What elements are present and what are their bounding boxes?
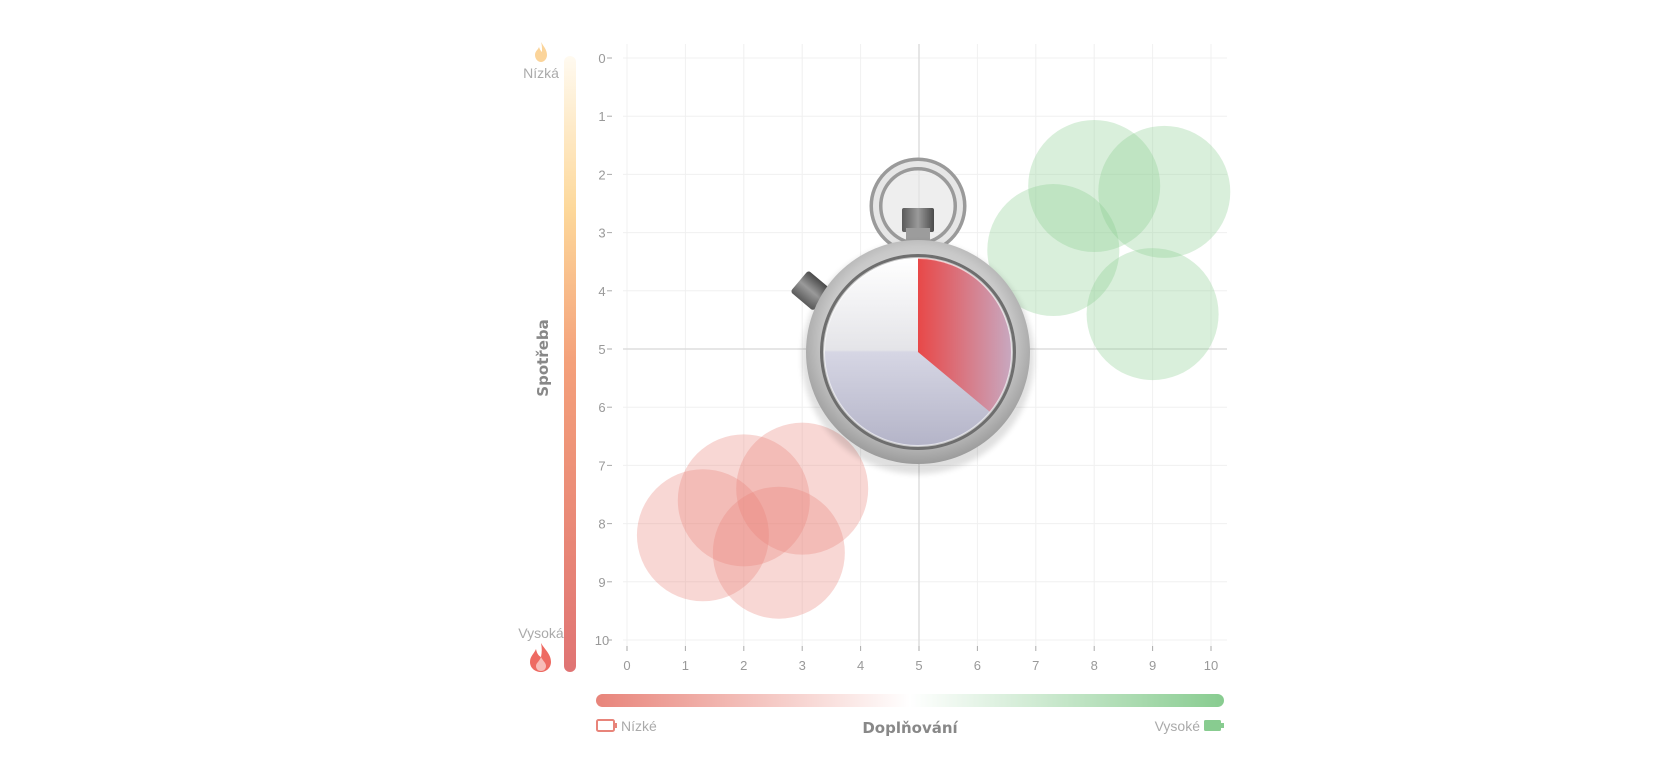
data-point (1028, 120, 1161, 253)
x-tick-label: 5 (915, 658, 922, 673)
data-point (677, 434, 810, 567)
y-axis-title: Spotřeba (534, 319, 552, 396)
y-tick-label: 0 (598, 51, 605, 66)
y-tick-label: 8 (598, 517, 605, 532)
data-point (736, 422, 869, 555)
x-gradient-bar (596, 694, 1224, 707)
data-point (636, 469, 769, 602)
data-point (1098, 125, 1231, 258)
x-axis-title: Doplňování (862, 719, 958, 737)
x-tick-label: 2 (740, 658, 747, 673)
x-tick-label: 4 (857, 658, 864, 673)
battery-full-icon (1204, 720, 1224, 731)
data-point (987, 184, 1120, 317)
y-tick-label: 1 (598, 109, 605, 124)
data-point (1086, 248, 1219, 381)
x-low-label: Nízké (621, 718, 657, 734)
battery-empty-icon (596, 719, 617, 732)
x-tick-label: 10 (1204, 658, 1218, 673)
data-point (712, 486, 845, 619)
x-tick-label: 0 (623, 658, 630, 673)
stopwatch-icon (791, 157, 1034, 474)
y-tick-label: 4 (598, 284, 605, 299)
x-tick-label: 6 (974, 658, 981, 673)
y-tick-label: 5 (598, 342, 605, 357)
y-tick-label: 2 (598, 167, 605, 182)
y-gradient-bar (564, 56, 576, 672)
y-tick-label: 6 (598, 400, 605, 415)
x-tick-label: 8 (1091, 658, 1098, 673)
x-tick-label: 1 (682, 658, 689, 673)
x-tick-label: 3 (799, 658, 806, 673)
data-points (636, 120, 1231, 619)
x-high-label: Vysoké (1155, 718, 1201, 734)
y-low-label: Nízká (523, 65, 559, 81)
y-tick-label: 9 (598, 575, 605, 590)
y-tick-label: 10 (595, 633, 609, 648)
y-axis-ticks: 0 1 2 3 4 5 6 7 8 9 10 (595, 51, 612, 648)
flame-red-icon (530, 643, 551, 672)
y-high-label: Vysoká (518, 625, 564, 641)
x-tick-label: 9 (1149, 658, 1156, 673)
y-tick-label: 7 (598, 458, 605, 473)
x-axis-ticks: 0 1 2 3 4 5 6 7 8 9 10 (623, 646, 1218, 673)
x-tick-label: 7 (1032, 658, 1039, 673)
flame-light-icon (535, 42, 547, 62)
y-tick-label: 3 (598, 226, 605, 241)
